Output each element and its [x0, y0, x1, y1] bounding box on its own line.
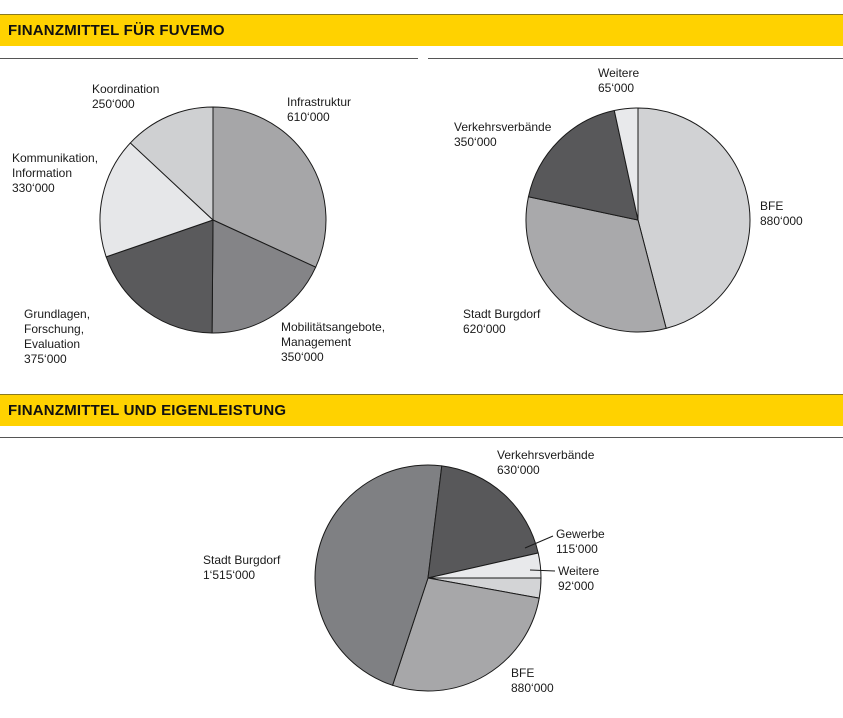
slice-label: Grundlagen, Forschung, Evaluation 375‘000: [24, 307, 90, 366]
slice-value-label: 115‘000: [556, 542, 598, 556]
slice-value-label: 620‘000: [463, 322, 506, 336]
pie-slice: [211, 219, 317, 334]
slice-category-label: Management: [281, 335, 352, 349]
slice-category-label: Verkehrsverbände: [497, 448, 595, 462]
pie-slice: [129, 106, 214, 221]
slice-value-label: 350‘000: [281, 350, 324, 364]
slice-label: Infrastruktur 610‘000: [287, 95, 351, 124]
divider-line: [428, 58, 843, 59]
slice-category-label: Verkehrsverbände: [454, 120, 552, 134]
slice-value-label: 630‘000: [497, 463, 540, 477]
section-band-eigenleistung: FINANZMITTEL UND EIGENLEISTUNG: [0, 394, 843, 426]
section-band-fuvemo: FINANZMITTEL FÜR FUVEMO: [0, 14, 843, 46]
pie-slice: [392, 577, 540, 692]
pie-slice: [427, 465, 539, 579]
slice-category-label: Kommunikation,: [12, 151, 98, 165]
slice-value-label: 880‘000: [760, 214, 803, 228]
section-title: FINANZMITTEL FÜR FUVEMO: [8, 22, 225, 39]
pie-slice: [99, 142, 214, 258]
slice-label: Kommunikation, Information 330‘000: [12, 151, 98, 195]
slice-category-label: Infrastruktur: [287, 95, 351, 109]
pie-slice: [525, 196, 667, 333]
slice-value-label: 65‘000: [598, 81, 634, 95]
slice-label: Stadt Burgdorf 620‘000: [463, 307, 541, 336]
slice-category-label: BFE: [760, 199, 783, 213]
slice-value-label: 375‘000: [24, 352, 67, 366]
slice-label: Gewerbe 115‘000: [556, 527, 605, 556]
slice-category-label: Grundlagen,: [24, 307, 90, 321]
slice-category-label: Information: [12, 166, 72, 180]
slice-category-label: Weitere: [598, 66, 639, 80]
slice-label: Mobilitätsangebote, Management 350‘000: [281, 320, 385, 364]
pie-chart-3: Weitere 92‘000 BFE 880‘000 Stadt Burgdorf 1‘5…: [203, 448, 605, 695]
slice-value-label: 350‘000: [454, 135, 497, 149]
leader-line: [524, 535, 554, 549]
pie-slice: [527, 110, 639, 221]
slice-category-label: Forschung,: [24, 322, 84, 336]
slice-value-label: 1‘515‘000: [203, 568, 255, 582]
pie-slice: [105, 219, 214, 334]
slice-value-label: 330‘000: [12, 181, 55, 195]
slice-label: Weitere 92‘000: [558, 564, 599, 593]
pie-slice: [613, 107, 639, 221]
slice-value-label: 250‘000: [92, 97, 135, 111]
slice-category-label: Weitere: [558, 564, 599, 578]
slice-category-label: Gewerbe: [556, 527, 605, 541]
slice-value-label: 880‘000: [511, 681, 554, 695]
divider-line: [0, 58, 418, 59]
slice-label: Weitere 65‘000: [598, 66, 639, 95]
pie-chart-2: BFE 880‘000 Stadt Burgdorf 620‘000 Verkehrsv…: [454, 66, 803, 336]
slice-category-label: Stadt Burgdorf: [203, 553, 281, 567]
slice-value-label: 92‘000: [558, 579, 594, 593]
leader-line: [529, 569, 556, 572]
slice-label: BFE 880‘000: [760, 199, 803, 228]
slice-category-label: BFE: [511, 666, 534, 680]
pie-chart-1: Infrastruktur 610‘000 Mobilitätsangebote, M…: [12, 82, 385, 366]
slice-label: BFE 880‘000: [511, 666, 554, 695]
section-title: FINANZMITTEL UND EIGENLEISTUNG: [8, 402, 287, 419]
divider-line: [0, 437, 843, 438]
slice-category-label: Mobilitätsangebote,: [281, 320, 385, 334]
slice-category-label: Stadt Burgdorf: [463, 307, 541, 321]
slice-category-label: Koordination: [92, 82, 159, 96]
slice-label: Koordination 250‘000: [92, 82, 159, 111]
pie-slice: [314, 464, 443, 686]
slice-value-label: 610‘000: [287, 110, 330, 124]
pie-slice: [212, 106, 327, 268]
slice-label: Verkehrsverbände 350‘000: [454, 120, 552, 149]
pie-slice: [427, 552, 542, 579]
slice-label: Verkehrsverbände 630‘000: [497, 448, 595, 477]
slice-label: Stadt Burgdorf 1‘515‘000: [203, 553, 281, 582]
pie-slice: [637, 107, 751, 329]
slice-category-label: Evaluation: [24, 337, 80, 351]
